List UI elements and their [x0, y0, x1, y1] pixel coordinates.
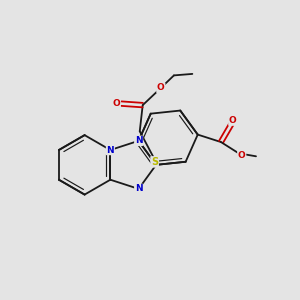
Text: O: O	[157, 83, 165, 92]
Text: S: S	[151, 157, 158, 167]
Text: O: O	[229, 116, 237, 125]
Text: O: O	[112, 99, 120, 108]
Text: N: N	[135, 136, 142, 145]
Text: N: N	[106, 146, 114, 154]
Text: O: O	[238, 151, 246, 160]
Text: N: N	[135, 184, 142, 194]
